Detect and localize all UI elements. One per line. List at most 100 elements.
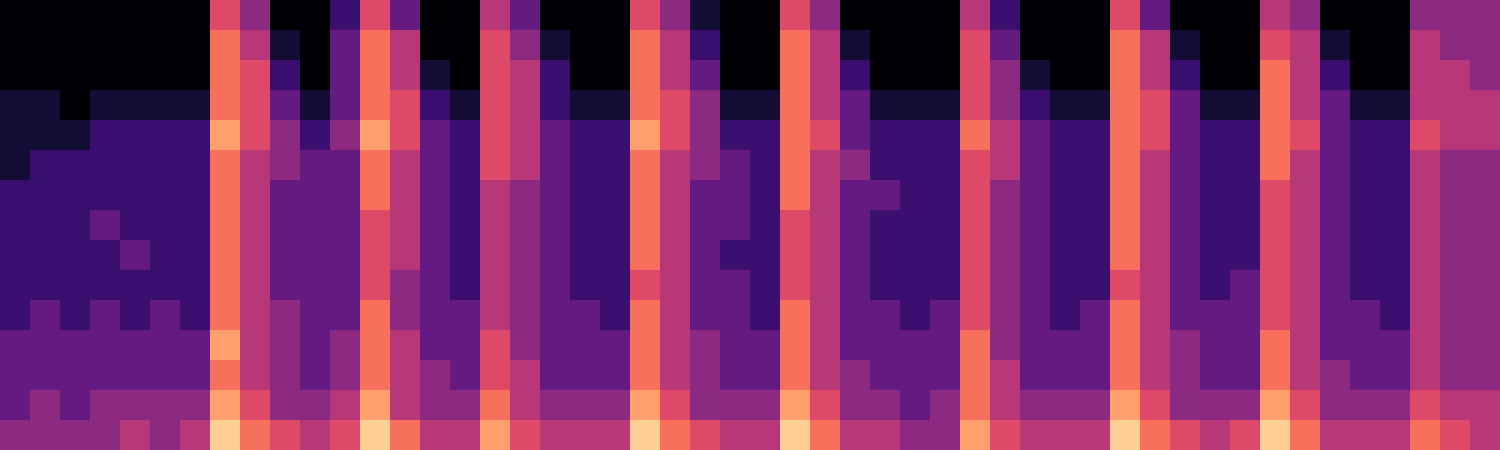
- cell: [1020, 300, 1051, 331]
- cell: [0, 330, 31, 361]
- cell: [1260, 210, 1291, 241]
- cell: [1050, 360, 1081, 391]
- cell: [750, 420, 781, 450]
- cell: [480, 330, 511, 361]
- cell: [1290, 360, 1321, 391]
- cell: [1320, 150, 1351, 181]
- cell: [240, 300, 271, 331]
- cell: [1110, 360, 1141, 391]
- cell: [150, 240, 181, 271]
- cell: [60, 270, 91, 301]
- cell: [900, 0, 931, 31]
- cell: [1410, 150, 1441, 181]
- cell: [1440, 330, 1471, 361]
- cell: [1290, 330, 1321, 361]
- cell: [540, 90, 571, 121]
- cell: [1140, 120, 1171, 151]
- cell: [630, 270, 661, 301]
- cell: [120, 360, 151, 391]
- cell: [780, 60, 811, 91]
- cell: [540, 0, 571, 31]
- cell: [600, 360, 631, 391]
- cell: [1290, 60, 1321, 91]
- cell: [960, 120, 991, 151]
- cell: [1320, 0, 1351, 31]
- cell: [690, 180, 721, 211]
- cell: [1230, 390, 1261, 421]
- cell: [1380, 270, 1411, 301]
- cell: [1260, 60, 1291, 91]
- cell: [1350, 30, 1381, 61]
- cell: [630, 90, 661, 121]
- cell: [780, 300, 811, 331]
- cell: [300, 300, 331, 331]
- cell: [240, 30, 271, 61]
- cell: [900, 180, 931, 211]
- cell: [1140, 360, 1171, 391]
- cell: [600, 30, 631, 61]
- cell: [690, 360, 721, 391]
- cell: [660, 210, 691, 241]
- cell: [990, 150, 1021, 181]
- cell: [60, 390, 91, 421]
- cell: [480, 240, 511, 271]
- cell: [780, 150, 811, 181]
- cell: [570, 210, 601, 241]
- cell: [1260, 180, 1291, 211]
- cell: [1470, 270, 1500, 301]
- cell: [30, 180, 61, 211]
- cell: [540, 360, 571, 391]
- cell: [870, 120, 901, 151]
- cell: [150, 60, 181, 91]
- cell: [60, 30, 91, 61]
- cell: [180, 330, 211, 361]
- cell: [600, 270, 631, 301]
- cell: [360, 30, 391, 61]
- cell: [90, 240, 121, 271]
- cell: [660, 420, 691, 450]
- cell: [150, 90, 181, 121]
- cell: [180, 150, 211, 181]
- cell: [510, 120, 541, 151]
- cell: [960, 420, 991, 450]
- cell: [1110, 390, 1141, 421]
- cell: [1050, 150, 1081, 181]
- cell: [1320, 270, 1351, 301]
- cell: [1140, 390, 1171, 421]
- cell: [1440, 120, 1471, 151]
- cell: [270, 90, 301, 121]
- cell: [1320, 300, 1351, 331]
- cell: [810, 90, 841, 121]
- cell: [360, 60, 391, 91]
- cell: [1350, 300, 1381, 331]
- cell: [990, 90, 1021, 121]
- cell: [150, 120, 181, 151]
- cell: [690, 390, 721, 421]
- cell: [240, 150, 271, 181]
- cell: [480, 30, 511, 61]
- cell: [1380, 60, 1411, 91]
- cell: [120, 30, 151, 61]
- cell: [1320, 30, 1351, 61]
- cell: [60, 210, 91, 241]
- cell: [1290, 210, 1321, 241]
- cell: [990, 390, 1021, 421]
- cell: [150, 330, 181, 361]
- cell: [390, 150, 421, 181]
- cell: [1350, 90, 1381, 121]
- cell: [1080, 0, 1111, 31]
- cell: [1080, 210, 1111, 241]
- cell: [360, 150, 391, 181]
- cell: [60, 60, 91, 91]
- cell: [840, 60, 871, 91]
- cell: [990, 240, 1021, 271]
- cell: [1020, 90, 1051, 121]
- cell: [150, 180, 181, 211]
- cell: [750, 390, 781, 421]
- cell: [570, 30, 601, 61]
- cell: [450, 330, 481, 361]
- cell: [1080, 360, 1111, 391]
- cell: [300, 330, 331, 361]
- cell: [1380, 330, 1411, 361]
- cell: [1170, 390, 1201, 421]
